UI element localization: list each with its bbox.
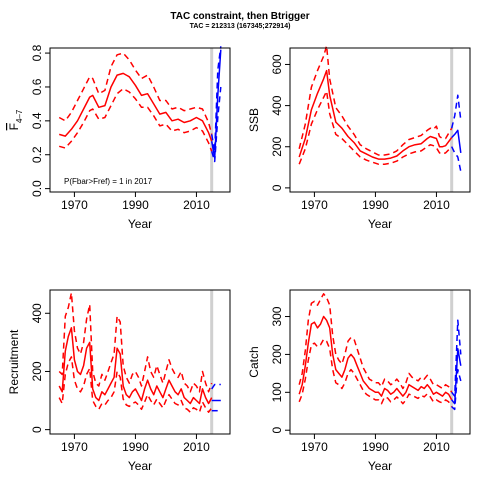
y-tick-label: 0.2: [30, 146, 44, 163]
y-tick-label: 400: [30, 303, 44, 323]
series-line-historical-lower: [58, 356, 213, 413]
series-line-projection-upper: [210, 46, 222, 153]
x-tick-label: 2010: [183, 440, 210, 454]
x-tick-label: 1970: [61, 440, 88, 454]
y-tick-label: 0: [270, 427, 284, 434]
y-tick-label: 0: [30, 426, 44, 433]
figure-title: TAC constraint, then Btrigger: [170, 11, 310, 22]
series-line-historical-upper: [298, 293, 453, 393]
y-axis-label: SSB: [247, 108, 261, 132]
y-tick-label: 0.4: [30, 112, 44, 129]
y-tick-label: 0: [270, 184, 284, 191]
plot-frame: [289, 47, 471, 193]
series-line-historical-upper: [298, 45, 453, 156]
x-tick-label: 1990: [362, 198, 389, 212]
x-tick-label: 1990: [122, 440, 149, 454]
y-tick-label: 100: [270, 382, 284, 402]
y-tick-label: 600: [270, 54, 284, 74]
series-line-historical-upper: [58, 292, 213, 393]
y-tick-label: 200: [270, 136, 284, 156]
x-tick-label: 1970: [301, 198, 328, 212]
y-axis-label: Catch: [247, 346, 261, 377]
y-tick-label: 200: [30, 361, 44, 381]
x-axis-label: Year: [128, 217, 152, 231]
x-axis-label: Year: [128, 459, 152, 473]
figure-subtitle: TAC = 212313 (167345;272914): [189, 23, 291, 30]
series-line-historical-median: [58, 327, 213, 405]
series-line-projection-lower: [451, 368, 462, 411]
x-tick-label: 1990: [362, 440, 389, 454]
x-tick-label: 1970: [61, 198, 88, 212]
x-axis-label: Year: [368, 459, 392, 473]
y-axis-label-main: F: [7, 123, 21, 130]
x-tick-label: 1970: [301, 440, 328, 454]
y-axis-label-subscript: 4–7: [15, 109, 24, 123]
x-axis-label: Year: [368, 217, 392, 231]
y-tick-label: 0.0: [30, 180, 44, 197]
y-tick-label: 0.8: [30, 44, 44, 61]
series-line-historical-median: [58, 72, 213, 142]
chart-panel-recruitment: 1970 1990 2010 0 200 400 Year Recruitment: [7, 289, 231, 473]
plot-frame: [49, 289, 231, 435]
series-line-projection-lower: [210, 86, 222, 163]
series-line-historical-median: [298, 315, 453, 401]
chart-panel-catch: 1970 1990 2010 0 100 200 300 Year Catch: [247, 289, 471, 473]
y-tick-label: 400: [270, 95, 284, 115]
y-tick-label: 200: [270, 344, 284, 364]
chart-panel-ssb: 1970 1990 2010 0 200 400 600 Year SSB: [247, 45, 471, 231]
plot-frame: [289, 289, 471, 435]
chart-annotation: P(Fbar>Fref) = 1 in 2017: [64, 177, 153, 186]
x-tick-label: 1990: [122, 198, 149, 212]
x-tick-label: 2010: [423, 198, 450, 212]
series-line-historical-median: [298, 69, 453, 160]
series-line-historical-lower: [298, 338, 453, 408]
series-line-projection-lower: [451, 146, 462, 172]
y-axis-label: Recruitment: [7, 329, 21, 394]
series-line-historical-upper: [58, 52, 213, 135]
y-tick-label: 300: [270, 306, 284, 326]
y-tick-label: 0.6: [30, 78, 44, 95]
series-line-historical-lower: [58, 87, 213, 152]
y-axis-label: F4–7: [7, 109, 24, 130]
plot-frame: [49, 47, 231, 193]
chart-panel-fbar: 1970 1990 2010 0.0 0.2 0.4 0.6 0.8 Year F4–7 P(Fba…: [7, 44, 231, 231]
x-tick-label: 2010: [183, 198, 210, 212]
series-line-projection-upper: [451, 319, 462, 397]
series-line-projection-upper: [450, 94, 462, 129]
series-line-projection-median: [451, 129, 462, 153]
series-line-projection-upper: [211, 383, 221, 390]
x-tick-label: 2010: [423, 440, 450, 454]
